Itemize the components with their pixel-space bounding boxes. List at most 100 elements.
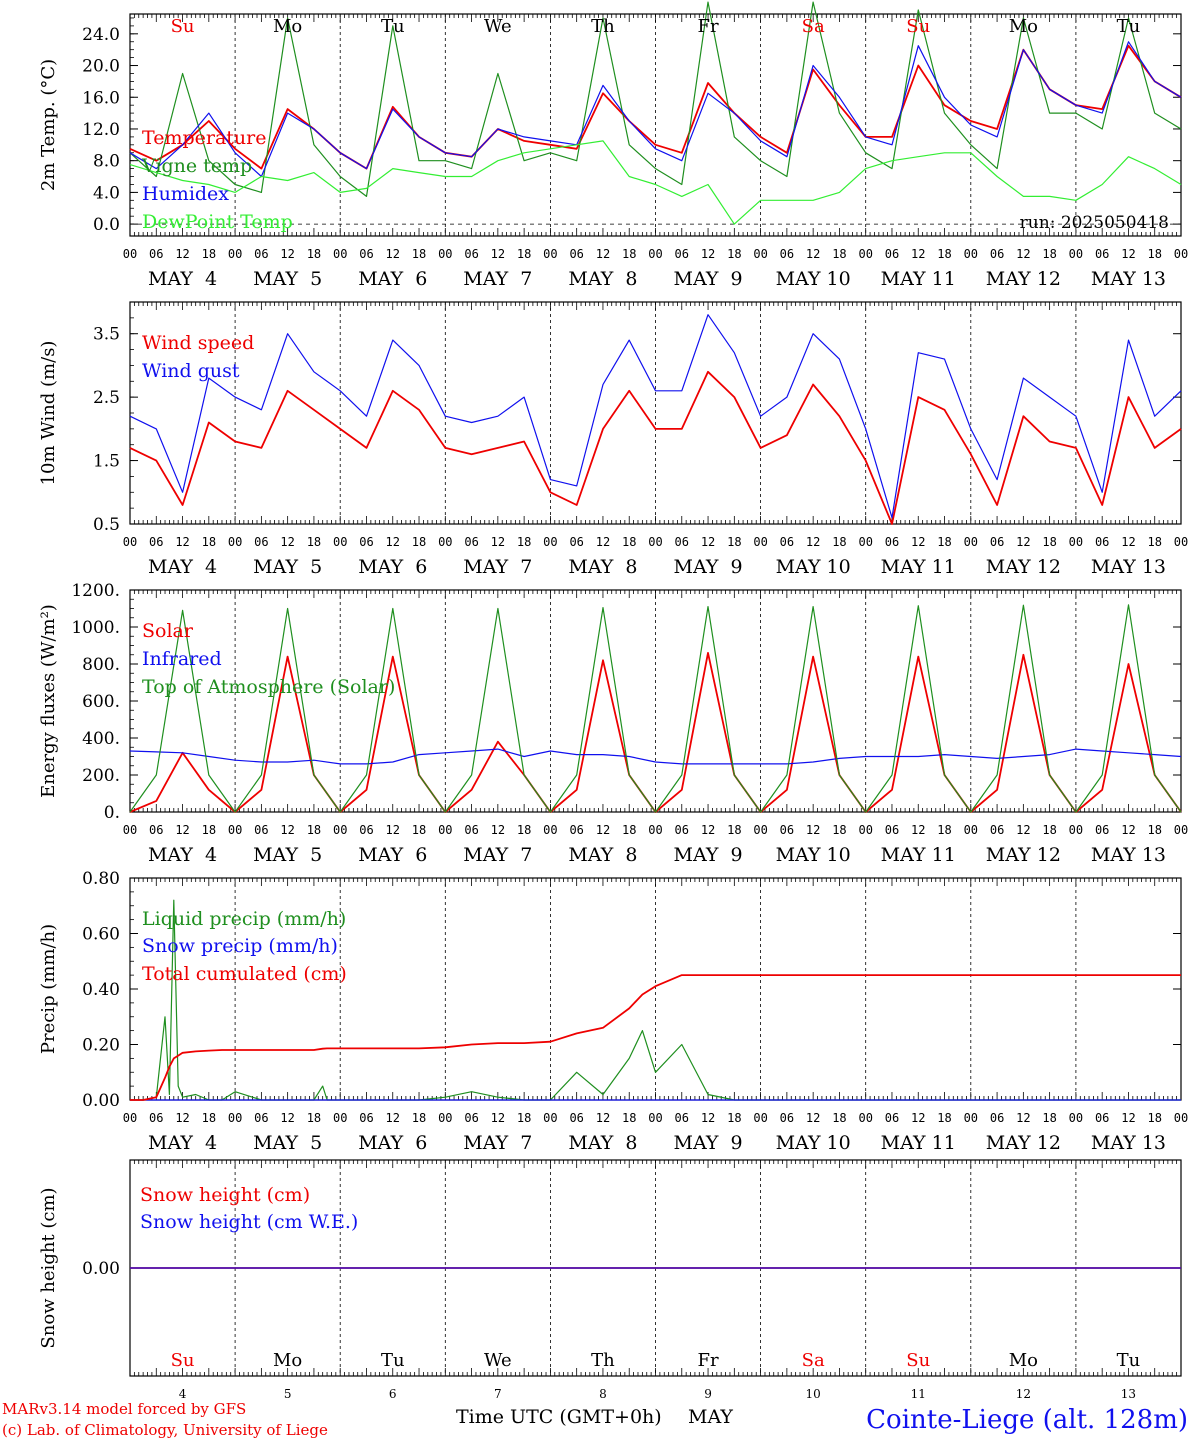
y-tick-label: 0.00	[82, 1091, 120, 1111]
hour-label: 06	[359, 823, 373, 837]
station-title: Cointe-Liege (alt. 128m)	[866, 1405, 1188, 1435]
hour-label: 12	[911, 535, 925, 549]
y-tick-label: 1.5	[93, 452, 120, 472]
hour-label: 18	[727, 823, 741, 837]
day-label: MAY 11	[881, 1132, 956, 1154]
y-tick-label: 600.	[82, 692, 120, 712]
panel-4: 0.00 0.20 0.40 0.60 0.80 Precip (mm/h) Liquid …	[38, 869, 1188, 1154]
hour-label: 18	[832, 1111, 846, 1125]
series-line-infrared	[129, 748, 1182, 765]
panel-3: 0. 200. 400. 600. 800. 1000. 1200. Energy fluxe…	[38, 581, 1188, 866]
series-line-wind-gust	[129, 314, 1182, 519]
hour-label: 18	[622, 823, 636, 837]
weekday-label: Mo	[273, 1350, 302, 1371]
hour-label: 18	[202, 823, 216, 837]
hour-label: 00	[753, 247, 767, 261]
weekday-label: Tu	[1117, 1350, 1141, 1371]
weekday-label: Tu	[1117, 16, 1141, 37]
hour-label: 00	[438, 1111, 452, 1125]
hour-label: 12	[701, 247, 715, 261]
y-tick-label: 0.5	[93, 515, 120, 535]
hour-label: 00	[333, 247, 347, 261]
day-label: MAY 6	[358, 844, 427, 866]
hour-label: 06	[1095, 535, 1109, 549]
legend-entry: Infrared	[142, 648, 222, 670]
hour-label: 18	[937, 247, 951, 261]
y-tick-label: 16.0	[82, 88, 120, 108]
day-label: MAY 8	[568, 1132, 637, 1154]
y-tick-label: 400.	[82, 729, 120, 749]
hour-label: 18	[412, 1111, 426, 1125]
hour-label: 18	[1147, 1111, 1161, 1125]
hour-label: 18	[307, 823, 321, 837]
hour-label: 06	[254, 535, 268, 549]
hour-label: 00	[1069, 247, 1083, 261]
y-tick-label: 0.	[104, 803, 120, 823]
hour-label: 00	[964, 1111, 978, 1125]
hour-label: 00	[228, 247, 242, 261]
weekday-label: Su	[906, 16, 930, 37]
day-label: MAY 5	[253, 1132, 322, 1154]
hour-label: 18	[937, 1111, 951, 1125]
hour-label: 12	[911, 1111, 925, 1125]
day-label: MAY 10	[776, 844, 851, 866]
legend-entry: Total cumulated (cm)	[142, 963, 347, 985]
hour-label: 12	[386, 1111, 400, 1125]
day-label: MAY 13	[1091, 844, 1166, 866]
hour-label: 06	[780, 1111, 794, 1125]
day-label: MAY 10	[776, 268, 851, 290]
hour-label: 12	[806, 823, 820, 837]
hour-label: 12	[806, 535, 820, 549]
hour-label: 12	[1016, 823, 1030, 837]
hour-label: 12	[280, 535, 294, 549]
day-label: MAY 7	[463, 1132, 532, 1154]
hour-label: 06	[464, 823, 478, 837]
hour-label: 00	[438, 535, 452, 549]
hour-label: 18	[832, 535, 846, 549]
hour-label: 18	[727, 1111, 741, 1125]
hour-label: 18	[517, 247, 531, 261]
hour-label: 18	[202, 1111, 216, 1125]
hour-label: 18	[937, 535, 951, 549]
hour-label: 12	[806, 247, 820, 261]
hour-label: 12	[491, 1111, 505, 1125]
hour-label: 00	[858, 247, 872, 261]
legend-entry: Snow precip (mm/h)	[142, 935, 338, 957]
panel-5: 0.00 Snow height (cm) Snow height (cm) Snow…	[38, 1159, 1182, 1401]
day-number: 12	[1016, 1387, 1031, 1401]
panel-1: 0.0 4.0 8.0 12.0 16.0 20.0 24.0 2m Temp. (°C) Te…	[38, 1, 1188, 290]
day-label: MAY 13	[1091, 268, 1166, 290]
hour-label: 18	[832, 247, 846, 261]
hour-label: 00	[543, 535, 557, 549]
day-label: MAY 4	[148, 556, 217, 578]
hour-label: 00	[1069, 1111, 1083, 1125]
legend-entry: Top of Atmosphere (Solar)	[142, 676, 395, 698]
hour-label: 06	[675, 247, 689, 261]
day-label: MAY 12	[986, 844, 1061, 866]
hour-label: 18	[727, 535, 741, 549]
day-label: MAY 13	[1091, 1132, 1166, 1154]
series-line-wind-speed	[129, 370, 1182, 525]
legend-entry: Humidex	[142, 183, 229, 205]
weekday-label: Fr	[698, 1350, 719, 1371]
legend-entry: Vigne temp	[141, 155, 252, 177]
hour-label: 18	[937, 823, 951, 837]
hour-label: 12	[175, 247, 189, 261]
y-tick-label: 2.5	[93, 388, 120, 408]
weekday-label: Mo	[1009, 16, 1038, 37]
weekday-label: Su	[171, 1350, 195, 1371]
hour-label: 06	[569, 1111, 583, 1125]
hour-label: 18	[1042, 535, 1056, 549]
hour-label: 00	[753, 823, 767, 837]
weekday-label: Sa	[802, 1350, 825, 1371]
day-label: MAY 5	[253, 268, 322, 290]
hour-label: 18	[1147, 247, 1161, 261]
hour-label: 00	[438, 823, 452, 837]
hour-label: 18	[622, 1111, 636, 1125]
day-number: 13	[1121, 1387, 1136, 1401]
y-axis-label: Energy fluxes (W/m²)	[38, 604, 59, 798]
credit-line-2: (c) Lab. of Climatology, University of L…	[2, 1421, 328, 1439]
day-label: MAY 7	[463, 556, 532, 578]
hour-label: 06	[464, 247, 478, 261]
